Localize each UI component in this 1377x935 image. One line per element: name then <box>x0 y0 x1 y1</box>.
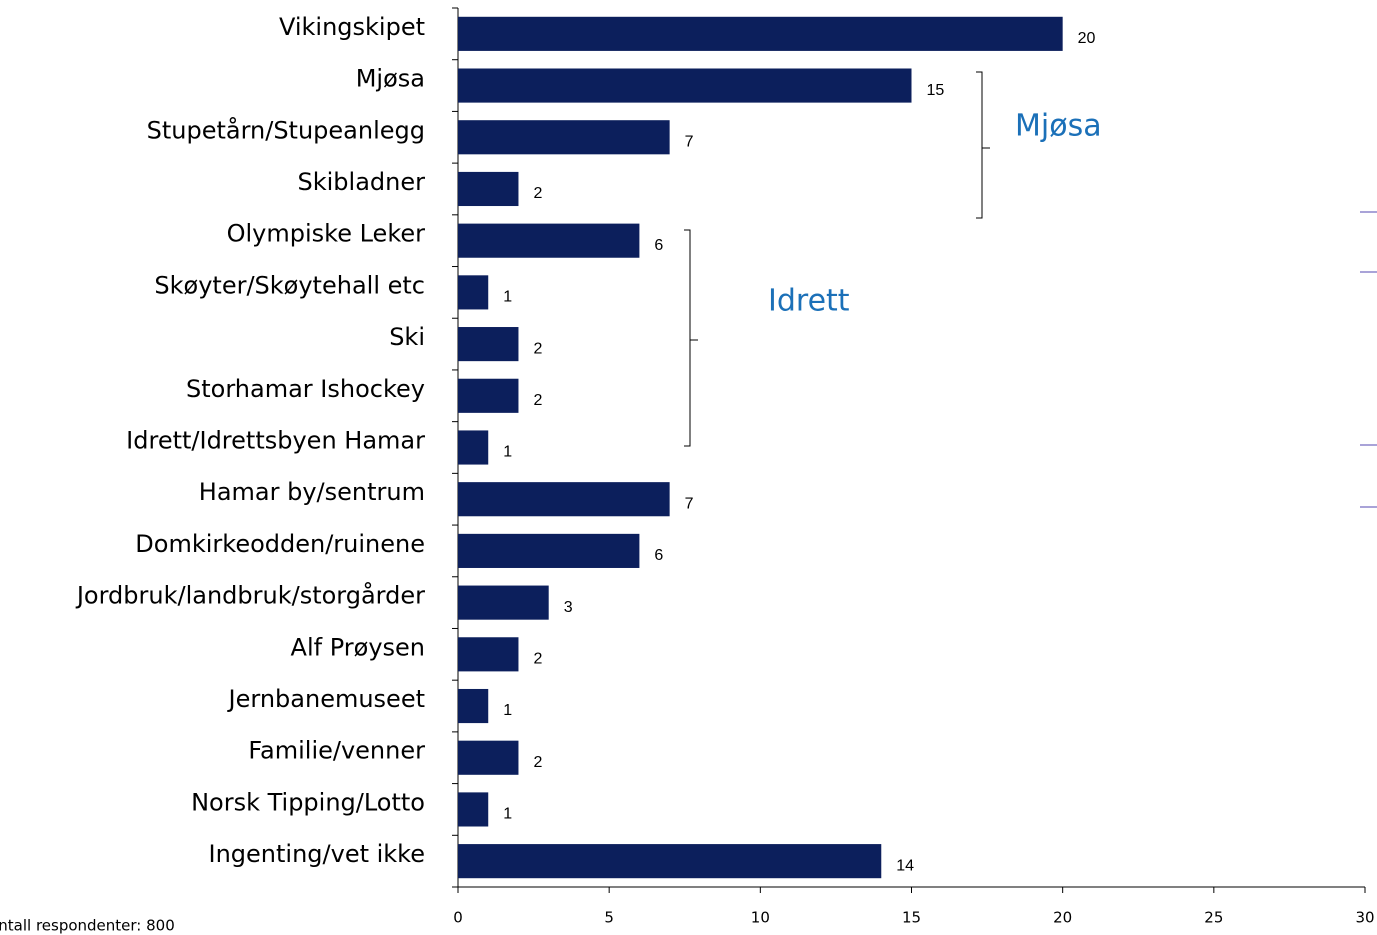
y-tick-label: Mjøsa <box>356 65 425 93</box>
bracket <box>684 229 698 447</box>
bar <box>458 637 519 672</box>
bar <box>458 533 640 568</box>
annotation: Idrett <box>768 284 850 319</box>
x-tick-label: 15 <box>902 909 921 927</box>
x-tick-label: 20 <box>1053 909 1072 927</box>
bar <box>458 275 489 310</box>
bar <box>458 844 882 879</box>
value-label: 7 <box>685 495 694 512</box>
y-tick-label: Familie/venner <box>248 737 425 765</box>
value-label: 1 <box>503 289 512 306</box>
bar <box>458 223 640 258</box>
value-label: 1 <box>503 444 512 461</box>
x-tick-label: 5 <box>604 909 614 927</box>
value-label: 2 <box>533 754 542 771</box>
value-label: 6 <box>654 547 663 564</box>
value-label: 15 <box>927 82 945 99</box>
x-tick-label: 25 <box>1204 909 1223 927</box>
bar <box>458 16 1063 51</box>
y-tick-label: Norsk Tipping/Lotto <box>191 788 425 816</box>
x-tick-label: 30 <box>1355 909 1374 927</box>
y-tick-label: Ski <box>389 323 425 351</box>
value-label: 7 <box>685 133 694 150</box>
y-tick-label: Skøyter/Skøytehall etc <box>154 271 425 299</box>
value-label: 2 <box>533 340 542 357</box>
y-tick-label: Vikingskipet <box>279 13 425 41</box>
value-label: 6 <box>654 237 663 254</box>
y-tick-label: Alf Prøysen <box>291 633 425 661</box>
x-tick-label: 0 <box>453 909 463 927</box>
y-tick-label: Jordbruk/landbruk/storgårder <box>75 581 425 610</box>
bar <box>458 68 912 103</box>
bar <box>458 792 489 827</box>
y-tick-label: Olympiske Leker <box>227 220 426 248</box>
bar <box>458 688 489 724</box>
bar <box>458 378 519 413</box>
bracket <box>976 71 990 219</box>
value-label: 14 <box>896 857 914 874</box>
bar <box>458 171 519 207</box>
bar <box>458 740 519 775</box>
side-lines <box>1360 211 1377 508</box>
y-tick-label: Jernbanemuseet <box>227 685 425 713</box>
bar <box>458 585 549 620</box>
y-tick-label: Ingenting/vet ikke <box>209 840 426 868</box>
y-tick-label: Skibladner <box>298 168 426 196</box>
annotation: Mjøsa <box>1015 109 1102 144</box>
bar <box>458 430 489 465</box>
value-label: 3 <box>564 599 573 616</box>
value-label: 1 <box>503 702 512 719</box>
bar <box>458 120 670 155</box>
x-tick-label: 10 <box>751 909 770 927</box>
bar <box>458 482 670 517</box>
footnote: Antall respondenter: 800 <box>0 917 175 935</box>
value-label: 20 <box>1078 30 1096 47</box>
value-label: 1 <box>503 806 512 823</box>
value-label: 2 <box>533 185 542 202</box>
y-tick-label: Hamar by/sentrum <box>199 478 425 506</box>
bar <box>458 327 519 362</box>
y-tick-label: Domkirkeodden/ruinene <box>135 530 425 558</box>
y-tick-label: Stupetårn/Stupeanlegg <box>147 115 425 144</box>
y-tick-label: Idrett/Idrettsbyen Hamar <box>126 427 425 455</box>
value-label: 2 <box>533 392 542 409</box>
value-label: 2 <box>533 651 542 668</box>
y-tick-label: Storhamar Ishockey <box>186 375 425 403</box>
